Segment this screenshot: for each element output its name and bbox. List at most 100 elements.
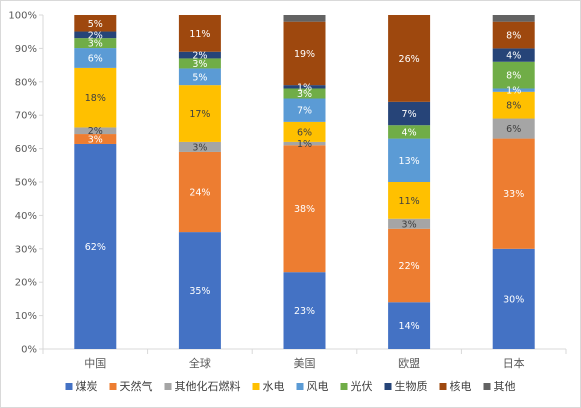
data-label: 4% — [402, 127, 417, 138]
data-label: 17% — [189, 109, 210, 120]
data-label: 7% — [297, 106, 312, 117]
legend-item: 生物质 — [384, 379, 428, 393]
data-label: 23% — [294, 306, 315, 317]
data-label: 14% — [399, 321, 420, 332]
data-label: 3% — [192, 142, 207, 153]
legend-label: 其他 — [494, 380, 516, 393]
legend-item: 煤炭 — [65, 380, 98, 393]
bar-segment — [492, 48, 535, 62]
data-label: 5% — [192, 72, 207, 83]
bar-segment — [178, 232, 221, 349]
bar-segment — [388, 101, 431, 126]
category-label: 美国 — [294, 357, 316, 370]
category-label: 日本 — [503, 356, 525, 370]
legend-label: 其他化石燃料 — [175, 379, 241, 393]
legend-item: 天然气 — [109, 379, 153, 393]
legend-swatch — [252, 383, 260, 390]
data-label: 5% — [88, 19, 103, 30]
bar-segment — [74, 134, 117, 144]
y-tick-label: 90% — [15, 44, 37, 55]
legend-label: 水电 — [263, 380, 285, 393]
bars-layer — [74, 15, 535, 349]
bar-segment — [388, 218, 431, 229]
legend: 煤炭 天然气 其他化石燃料 水电 风电 光伏 生物质 核电 其他 — [65, 379, 516, 393]
legend-item: 风电 — [296, 380, 329, 393]
legend-item: 其他 — [483, 380, 516, 393]
bar-segment — [283, 98, 326, 122]
legend-swatch — [439, 383, 447, 390]
bar-segment — [388, 302, 431, 349]
y-tick-label: 80% — [15, 77, 37, 88]
bar-segment — [492, 118, 535, 139]
bar-segment — [74, 15, 117, 32]
data-label: 1% — [297, 82, 312, 93]
bar-segment — [388, 138, 431, 182]
data-label: 8% — [506, 101, 521, 112]
y-tick-label: 0% — [21, 345, 37, 356]
bar-segment — [283, 272, 326, 349]
bar-segment — [178, 51, 221, 59]
bar-segment — [492, 61, 535, 89]
bar-segment — [178, 68, 221, 86]
bar-segment — [74, 67, 117, 128]
data-label: 7% — [402, 109, 417, 120]
bar-segment — [74, 143, 117, 349]
bar-segment — [492, 91, 535, 119]
data-label: 4% — [506, 51, 521, 62]
legend-swatch — [384, 383, 392, 390]
bar-segment — [283, 145, 326, 273]
data-label: 8% — [506, 31, 521, 42]
bar-segment — [388, 228, 431, 303]
legend-swatch — [65, 383, 73, 390]
bar-segment — [388, 125, 431, 139]
bar-segment — [178, 141, 221, 152]
bar-segment — [388, 15, 431, 102]
data-label: 30% — [503, 294, 524, 305]
data-label: 2% — [192, 51, 207, 62]
category-labels-layer: 中国 全球 美国 欧盟 日本 — [84, 356, 524, 370]
bar-segment — [492, 21, 535, 49]
legend-swatch — [164, 383, 172, 390]
legend-item: 核电 — [439, 379, 472, 393]
bar-segment — [492, 88, 535, 92]
data-label: 18% — [85, 93, 106, 104]
data-label: 33% — [503, 189, 524, 200]
data-label: 13% — [399, 156, 420, 167]
data-label: 35% — [189, 286, 210, 297]
data-label: 62% — [85, 242, 106, 253]
y-tick-label: 40% — [15, 211, 37, 222]
data-label: 3% — [402, 219, 417, 230]
legend-swatch — [340, 383, 348, 390]
bar-segment — [283, 15, 326, 22]
data-label: 26% — [399, 54, 420, 65]
bar-segment — [283, 141, 326, 146]
data-label: 6% — [297, 127, 312, 138]
y-tick-label: 50% — [15, 178, 37, 189]
data-label: 11% — [189, 29, 210, 40]
y-tick-label: 20% — [15, 278, 37, 289]
bar-segment — [178, 15, 221, 52]
y-tick-label: 70% — [15, 111, 37, 122]
legend-label: 光伏 — [351, 379, 373, 393]
bar-segment — [74, 31, 117, 39]
data-label: 2% — [88, 126, 103, 137]
data-label: 6% — [88, 53, 103, 64]
data-label: 3% — [88, 135, 103, 146]
data-label: 19% — [294, 49, 315, 60]
data-label: 22% — [399, 261, 420, 272]
data-labels-layer: 62%3%2%18%6%3%2%5%35%24%3%17%5%3%2%11%23… — [85, 19, 525, 332]
y-tick-label: 30% — [15, 244, 37, 255]
legend-label: 核电 — [450, 379, 472, 393]
bar-segment — [492, 15, 535, 22]
data-label: 1% — [506, 86, 521, 97]
bar-segment — [492, 248, 535, 349]
legend-label: 生物质 — [395, 379, 428, 393]
data-label: 3% — [297, 89, 312, 100]
y-tick-label: 60% — [15, 144, 37, 155]
category-label: 欧盟 — [398, 357, 420, 370]
legend-label: 天然气 — [120, 379, 153, 393]
legend-label: 风电 — [307, 380, 329, 393]
legend-swatch — [483, 383, 491, 390]
axis-layer: 0% 10% 20% 30% 40% 50% 60% 70% 80% 90% 100% — [8, 11, 567, 356]
